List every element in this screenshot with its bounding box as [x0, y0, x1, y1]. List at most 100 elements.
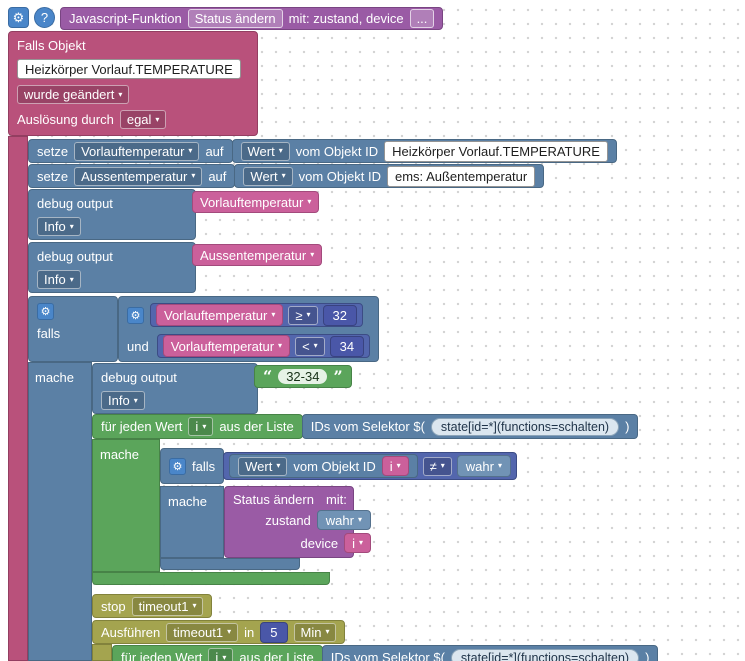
- log-level-dropdown[interactable]: Info ▾: [37, 217, 81, 236]
- trigger-block-spine[interactable]: [8, 136, 28, 661]
- selector-ids-block[interactable]: IDs vom Selektor $( state[id=*](function…: [321, 645, 659, 661]
- log-level-dropdown[interactable]: Info ▾: [37, 270, 81, 289]
- get-object-value-block[interactable]: Wert ▾ vom Objekt ID Heizkörper Vorlauf.T…: [231, 139, 617, 163]
- boolean-block[interactable]: wahr ▾: [316, 510, 371, 530]
- function-name-field[interactable]: Status ändern: [187, 9, 283, 28]
- call-with-label: mit:: [325, 492, 347, 507]
- variable-dropdown[interactable]: Vorlauftemperatur ▾: [74, 141, 200, 161]
- operator-dropdown[interactable]: ≥ ▾: [288, 305, 318, 325]
- loop-bottom-bar[interactable]: [92, 572, 330, 585]
- of-list-label: aus der Liste: [239, 650, 314, 661]
- compare-block[interactable]: Wert ▾ vom Objekt ID i ▾ ≠ ▾ wahr ▾: [223, 452, 517, 480]
- set-variable-block[interactable]: setze Vorlauftemperatur ▾ auf: [28, 139, 233, 163]
- stop-timeout-block[interactable]: stop timeout1 ▾: [92, 594, 213, 618]
- foreach-loop-block[interactable]: für jeden Wert i ▾ aus der Liste: [112, 645, 323, 661]
- compare-block[interactable]: Vorlauftemperatur ▾ ≥ ▾ 32: [150, 303, 363, 327]
- selector-field[interactable]: state[id=*](functions=schalten): [450, 648, 640, 661]
- quote-close-icon: ”: [333, 366, 343, 386]
- value-type-dropdown[interactable]: Wert ▾: [243, 166, 293, 186]
- mutator-gear-icon[interactable]: ⚙: [169, 457, 186, 475]
- selector-label: IDs vom Selektor $(: [330, 650, 445, 661]
- mutator-gear-icon[interactable]: ⚙: [127, 306, 144, 324]
- if-block-do-section[interactable]: [28, 362, 92, 661]
- debug-label: debug output: [37, 196, 113, 211]
- execute-block-spine[interactable]: [92, 644, 112, 661]
- foreach-row: für jeden Wert i ▾ aus der Liste IDs vom …: [112, 645, 659, 661]
- logic-and-block[interactable]: ⚙ Vorlauftemperatur ▾ ≥ ▾ 32 und Vorlaufte…: [118, 296, 380, 362]
- value-type-dropdown[interactable]: Wert ▾: [240, 141, 290, 161]
- caret-down-icon: ▾: [310, 250, 315, 259]
- caret-down-icon: ▾: [440, 461, 445, 470]
- get-object-value-block[interactable]: Wert ▾ vom Objekt ID ems: Außentemperatur: [234, 164, 545, 188]
- text-block[interactable]: “ 32-34 ”: [254, 365, 352, 388]
- value-type: Wert: [247, 143, 275, 159]
- trigger-object-id-field[interactable]: Heizkörper Vorlauf.TEMPERATURE: [17, 59, 241, 79]
- variable-get-block[interactable]: i ▾: [344, 533, 371, 553]
- trigger-block[interactable]: Falls Objekt Heizkörper Vorlauf.TEMPERAT…: [8, 31, 258, 136]
- caret-down-icon: ▾: [278, 341, 283, 350]
- function-args-label: mit: zustand, device: [288, 11, 404, 26]
- selector-label: IDs vom Selektor $(: [310, 419, 425, 434]
- get-object-value-block[interactable]: Wert ▾ vom Objekt ID i ▾: [229, 454, 418, 478]
- text-field[interactable]: 32-34: [278, 369, 328, 384]
- foreach-loop-block[interactable]: für jeden Wert i ▾ aus der Liste: [92, 414, 303, 439]
- if-block[interactable]: ⚙ falls: [28, 296, 118, 362]
- timeout-dropdown[interactable]: timeout1 ▾: [131, 596, 204, 616]
- timeout-dropdown[interactable]: timeout1 ▾: [166, 622, 239, 642]
- settings-gear-icon[interactable]: ⚙: [8, 7, 29, 28]
- object-id-field[interactable]: ems: Außentemperatur: [387, 165, 536, 187]
- debug-output-block[interactable]: debug output Info ▾: [92, 363, 258, 414]
- variable-get-block[interactable]: i ▾: [381, 456, 409, 476]
- variable-name: Aussentemperatur: [81, 168, 188, 184]
- debug-label: debug output: [37, 249, 113, 264]
- value-type-dropdown[interactable]: Wert ▾: [238, 456, 288, 476]
- function-more-button[interactable]: ...: [409, 9, 435, 28]
- loop-variable-dropdown[interactable]: i ▾: [208, 648, 234, 661]
- selector-close-label: ): [645, 650, 650, 661]
- timeout-name: timeout1: [173, 624, 224, 640]
- if-block-do-section[interactable]: [160, 486, 224, 558]
- boolean-value: wahr: [325, 512, 354, 528]
- if-block[interactable]: ⚙ falls: [160, 448, 225, 484]
- variable-dropdown[interactable]: Aussentemperatur ▾: [74, 166, 203, 186]
- caret-down-icon: ▾: [188, 146, 193, 155]
- set-variable-block[interactable]: setze Aussentemperatur ▾ auf: [28, 164, 236, 188]
- selector-ids-block[interactable]: IDs vom Selektor $( state[id=*](function…: [301, 414, 639, 439]
- number-block[interactable]: 32: [322, 304, 357, 326]
- variable-name: Vorlauftemperatur: [81, 143, 185, 159]
- loop-do-section[interactable]: [92, 439, 160, 572]
- trigger-change-dropdown[interactable]: wurde geändert ▾: [17, 85, 130, 104]
- trigger-by-dropdown[interactable]: egal ▾: [119, 110, 167, 129]
- unit-dropdown[interactable]: Min ▾: [293, 622, 337, 642]
- debug-label: debug output: [101, 370, 177, 385]
- debug-output-block[interactable]: debug output Info ▾: [28, 189, 196, 240]
- variable-get-block[interactable]: Aussentemperatur ▾: [192, 244, 323, 266]
- help-icon[interactable]: ?: [34, 7, 55, 28]
- mutator-gear-icon[interactable]: ⚙: [37, 303, 54, 320]
- caret-down-icon: ▾: [202, 421, 207, 431]
- compare-block[interactable]: Vorlauftemperatur ▾ < ▾ 34: [156, 334, 371, 358]
- call-function-block[interactable]: Status ändern mit: zustand wahr ▾ device …: [224, 486, 371, 558]
- variable-get-block[interactable]: Vorlauftemperatur ▾: [192, 191, 320, 213]
- debug-output-block[interactable]: debug output Info ▾: [28, 242, 196, 293]
- number-block[interactable]: 5: [260, 621, 288, 643]
- loop-variable-dropdown[interactable]: i ▾: [188, 417, 214, 436]
- log-level-dropdown[interactable]: Info ▾: [101, 391, 145, 410]
- object-id-field[interactable]: Heizkörper Vorlauf.TEMPERATURE: [384, 140, 608, 162]
- caret-down-icon: ▾: [306, 310, 311, 319]
- if-bottom-bar[interactable]: [160, 558, 300, 570]
- variable-name: i: [352, 535, 355, 551]
- number-block[interactable]: 34: [329, 335, 365, 357]
- caret-down-icon: ▾: [227, 627, 232, 636]
- operator-dropdown[interactable]: < ▾: [295, 336, 325, 356]
- variable-name: Vorlauftemperatur: [164, 307, 268, 323]
- variable-name: Vorlauftemperatur: [170, 338, 275, 354]
- selector-field[interactable]: state[id=*](functions=schalten): [430, 417, 620, 436]
- boolean-block[interactable]: wahr ▾: [456, 455, 511, 477]
- operator-dropdown[interactable]: ≠ ▾: [422, 456, 452, 476]
- variable-get-block[interactable]: Vorlauftemperatur ▾: [156, 304, 284, 326]
- variable-get-block[interactable]: Vorlauftemperatur ▾: [162, 335, 291, 357]
- function-definition-block[interactable]: Javascript-Funktion Status ändern mit: z…: [60, 7, 444, 30]
- execute-delayed-block[interactable]: Ausführen timeout1 ▾ in 5 Min ▾: [92, 620, 346, 644]
